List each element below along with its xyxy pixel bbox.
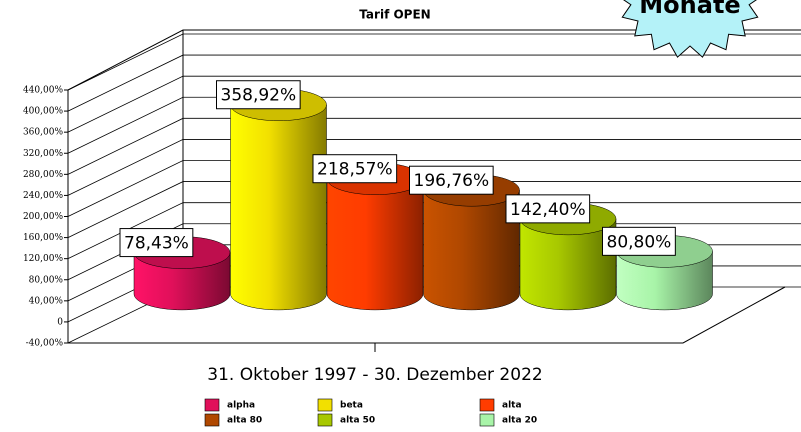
value-label-box (505, 194, 591, 224)
value-label: 80,80% (607, 232, 672, 252)
value-label: 218,57% (317, 160, 393, 180)
legend-swatch (204, 413, 220, 427)
grid-line (67, 33, 801, 91)
legend-swatch (204, 398, 220, 412)
y-tick-label: 160,00% (23, 233, 63, 243)
grid-line (67, 139, 801, 196)
y-tick-label: 280,00% (23, 170, 63, 180)
bar (326, 178, 424, 311)
grid-line (67, 117, 801, 175)
legend-swatch (479, 413, 495, 427)
legend-label: alta (502, 401, 522, 411)
y-tick-label: 0 (57, 317, 63, 327)
value-label: 78,43% (124, 234, 189, 254)
value-label-box (119, 228, 194, 258)
walls: -40,00% 0 40,00% 80,00% 120,00% 160,00% 200,00… (23, 29, 801, 385)
grid-line (67, 160, 801, 217)
grid-line (67, 75, 801, 133)
legend-label: alta 80 (227, 416, 262, 426)
value-label-box (602, 226, 676, 256)
y-tick-label: 200,00% (23, 212, 63, 222)
bar (230, 104, 327, 311)
bar (423, 189, 520, 311)
legend-label: alta 20 (502, 416, 537, 426)
bar (519, 218, 617, 311)
y-tick-label: 120,00% (23, 254, 63, 264)
annotation: Monate (639, 0, 740, 19)
value-label-box (312, 154, 398, 184)
y-tick-label: 80,00% (29, 275, 64, 285)
legend-swatch (317, 398, 333, 412)
legend-label: alta 50 (340, 416, 375, 426)
legend-swatch (317, 413, 333, 427)
grid-line (67, 181, 801, 238)
y-tick-label: 360,00% (23, 128, 63, 138)
bars: 78,43% 358,92% 218,57% 196,76% 142,40% 80,80% (119, 80, 713, 311)
y-tick-label: 40,00% (29, 296, 64, 306)
bar (616, 251, 713, 311)
chart-title: Tarif OPEN (359, 8, 430, 22)
x-tick-label: 31. Oktober 1997 - 30. Dezember 2022 (207, 365, 542, 385)
grid-line (67, 54, 801, 112)
legend-label: alpha (227, 401, 255, 411)
value-label: 196,76% (414, 171, 490, 191)
grid-line (67, 96, 801, 154)
y-tick-label: -40,00% (26, 339, 64, 349)
grid-line (67, 202, 801, 260)
y-tick-label: 240,00% (23, 191, 63, 201)
y-tick-label: 440,00% (23, 86, 63, 96)
y-tick-label: 320,00% (23, 149, 63, 159)
value-label: 142,40% (510, 200, 586, 220)
bar (133, 252, 231, 311)
floor-edge (68, 286, 786, 344)
legend-label: beta (340, 401, 363, 411)
value-label-box (216, 80, 301, 110)
value-label: 358,92% (221, 86, 297, 106)
y-tick-label: 400,00% (23, 107, 63, 117)
legend-swatch (479, 398, 495, 412)
starburst (621, 0, 759, 58)
value-label-box (409, 165, 494, 195)
